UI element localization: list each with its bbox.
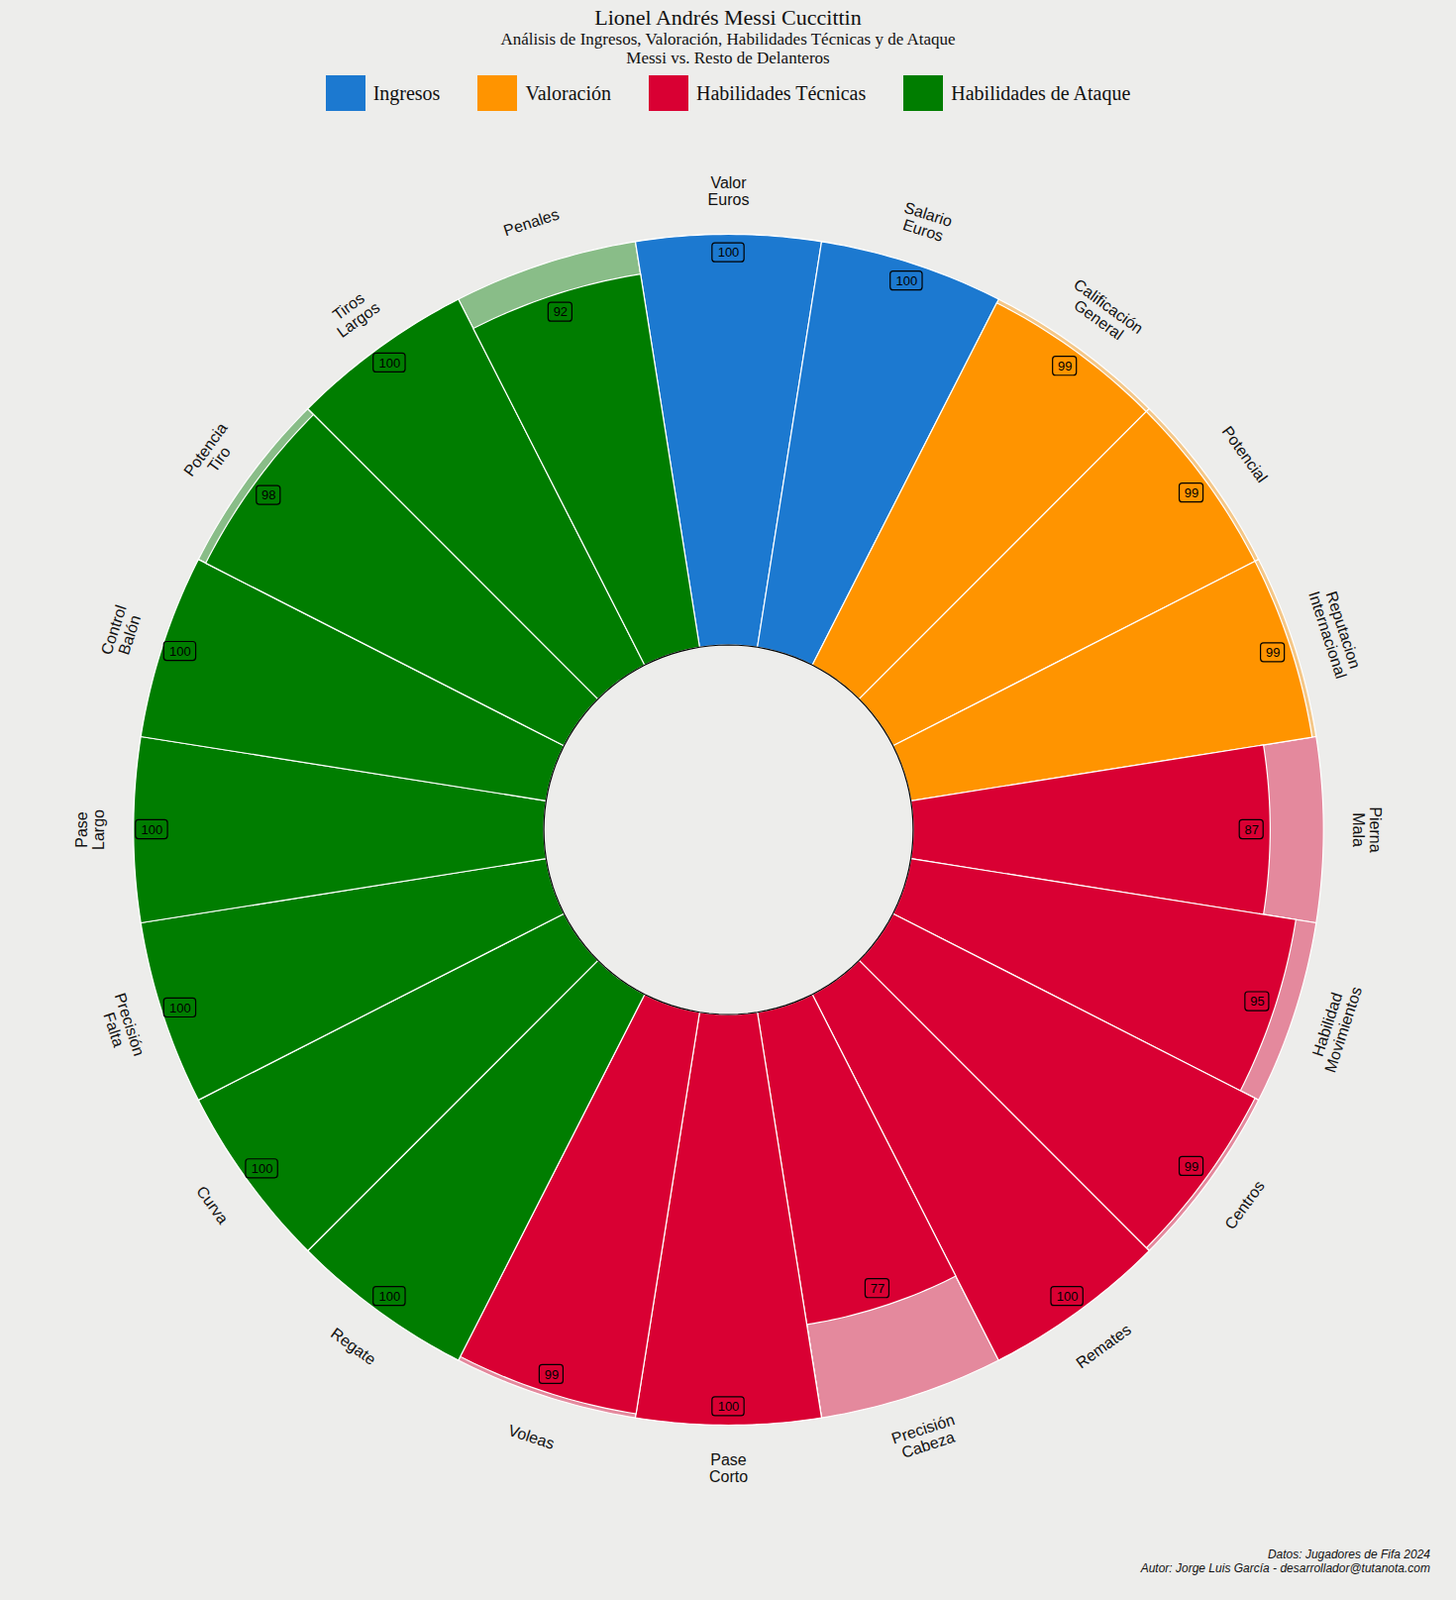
- svg-text:99: 99: [1184, 485, 1199, 501]
- svg-text:98: 98: [261, 487, 276, 503]
- svg-text:PotenciaTiro: PotenciaTiro: [180, 418, 244, 489]
- svg-text:PrecisiónCabeza: PrecisiónCabeza: [889, 1410, 962, 1462]
- svg-text:Remates: Remates: [1072, 1320, 1135, 1371]
- svg-text:77: 77: [870, 1280, 885, 1296]
- svg-text:Potencial: Potencial: [1219, 422, 1271, 486]
- svg-text:100: 100: [718, 244, 740, 260]
- svg-text:100: 100: [379, 355, 402, 371]
- svg-text:PiernaMala: PiernaMala: [1350, 806, 1384, 852]
- svg-text:PrecisiónFalta: PrecisiónFalta: [96, 990, 148, 1063]
- svg-text:100: 100: [141, 822, 164, 837]
- svg-text:ValorEuros: ValorEuros: [708, 174, 750, 208]
- html-text:Habilidades de Ataque: Habilidades de Ataque: [951, 81, 1131, 104]
- svg-text:95: 95: [1249, 993, 1264, 1009]
- html-text:Lionel Andrés Messi Cuccittin: Lionel Andrés Messi Cuccittin: [594, 4, 862, 30]
- svg-text:99: 99: [544, 1366, 559, 1382]
- svg-text:100: 100: [379, 1288, 402, 1304]
- svg-text:Centros: Centros: [1221, 1177, 1268, 1233]
- svg-text:100: 100: [718, 1398, 740, 1414]
- svg-text:92: 92: [553, 304, 568, 319]
- svg-text:87: 87: [1244, 822, 1258, 837]
- svg-text:99: 99: [1057, 358, 1072, 374]
- svg-text:PaseCorto: PaseCorto: [709, 1451, 748, 1485]
- html-text:Autor: Jorge Luis García - des: Autor: Jorge Luis García - desarrollador…: [1140, 1560, 1431, 1575]
- svg-text:TirosLargos: TirosLargos: [323, 285, 383, 341]
- svg-text:Voleas: Voleas: [506, 1421, 557, 1453]
- svg-text:ReputacionInternacional: ReputacionInternacional: [1305, 583, 1365, 681]
- svg-text:Regate: Regate: [327, 1324, 380, 1368]
- svg-text:100: 100: [251, 1160, 274, 1176]
- svg-text:SalarioEuros: SalarioEuros: [897, 199, 955, 247]
- svg-text:100: 100: [169, 1000, 192, 1016]
- svg-text:100: 100: [169, 643, 192, 659]
- svg-text:HabilidadMovimientos: HabilidadMovimientos: [1305, 979, 1365, 1075]
- html-text:Análisis de Ingresos, Valoraci: Análisis de Ingresos, Valoración, Habili…: [500, 29, 956, 49]
- html-text:Messi vs. Resto de Delanteros: Messi vs. Resto de Delanteros: [626, 48, 830, 68]
- html-text:Valoración: Valoración: [525, 81, 612, 104]
- svg-text:Curva: Curva: [193, 1182, 232, 1228]
- html-text:Ingresos: Ingresos: [373, 81, 441, 104]
- svg-text:99: 99: [1184, 1158, 1199, 1174]
- svg-text:PaseLargo: PaseLargo: [73, 809, 107, 850]
- svg-text:ControlBalón: ControlBalón: [98, 603, 146, 662]
- svg-text:CalificaciónGeneral: CalificaciónGeneral: [1060, 275, 1146, 350]
- svg-text:100: 100: [896, 273, 919, 289]
- svg-text:99: 99: [1265, 644, 1280, 660]
- html-text:Datos: Jugadores de Fifa 2024: Datos: Jugadores de Fifa 2024: [1267, 1547, 1431, 1561]
- svg-text:100: 100: [1056, 1288, 1079, 1304]
- svg-text:Penales: Penales: [501, 205, 561, 239]
- html-text:Habilidades Técnicas: Habilidades Técnicas: [696, 81, 866, 104]
